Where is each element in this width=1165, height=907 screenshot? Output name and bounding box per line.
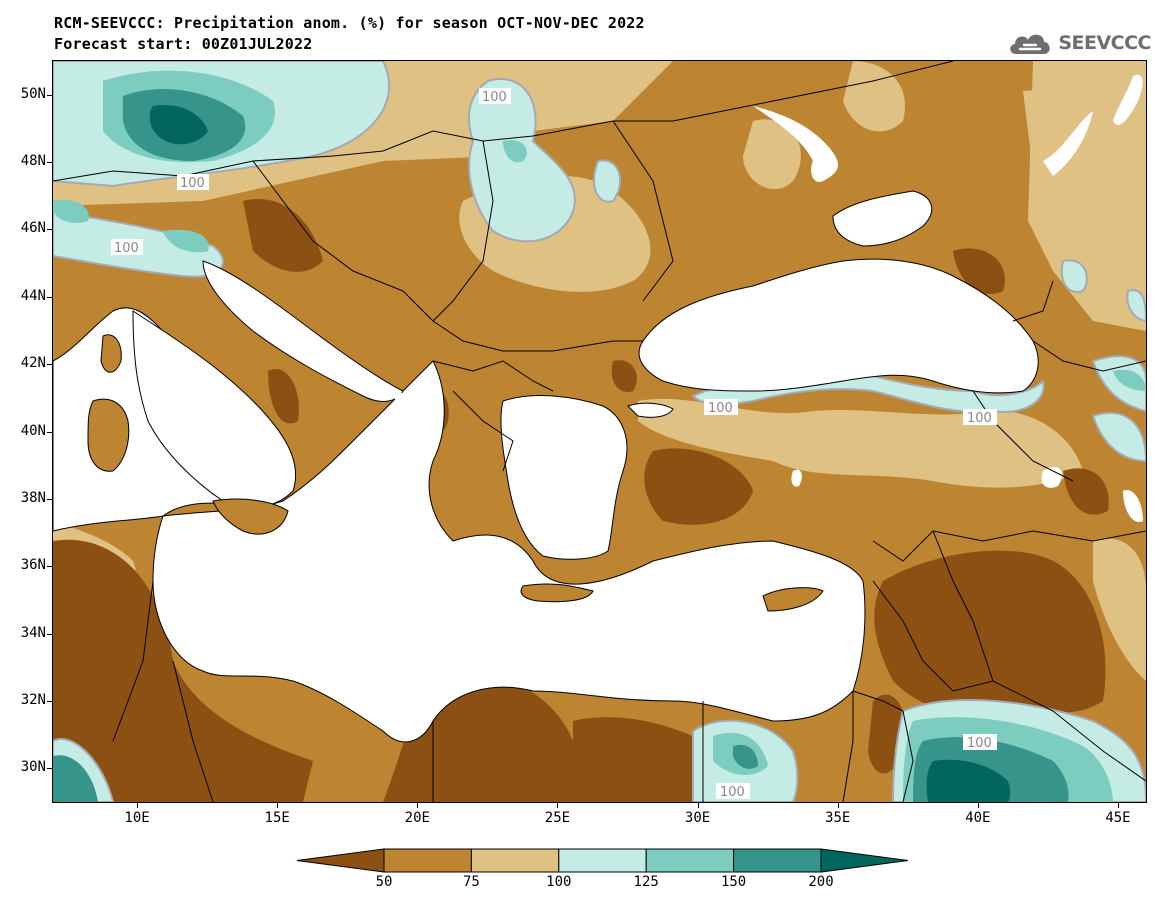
longitude-tick-label: 10E xyxy=(124,810,150,826)
latitude-tick-mark xyxy=(47,162,53,164)
latitude-tick-mark xyxy=(47,94,53,96)
aegean-sea xyxy=(500,395,628,560)
longitude-tick-label: 25E xyxy=(544,810,571,826)
adriatic-sea xyxy=(202,260,404,402)
colorbar-level-label: 125 xyxy=(633,874,659,890)
forecast-start-subtitle: Forecast start: 00Z01JUL2022 xyxy=(54,35,313,53)
contour-labels: 100 100 100 100 100 100 100 xyxy=(111,88,997,800)
contour-label: 100 xyxy=(180,176,205,191)
colorbar-segment xyxy=(383,848,472,873)
colorbar-level-label: 100 xyxy=(546,874,572,890)
latitude-tick-label: 36N xyxy=(20,557,46,574)
precipitation-anomaly-map: 100 100 100 100 100 100 100 xyxy=(53,61,1146,802)
longitude-tick-mark xyxy=(417,802,419,808)
colorbar-level-label: 150 xyxy=(720,874,747,890)
longitude-tick-label: 35E xyxy=(825,810,851,826)
colorbar-level-label: 75 xyxy=(462,874,480,890)
contour-label: 100 xyxy=(967,411,992,426)
country-borders xyxy=(53,61,1146,802)
latitude-tick-mark xyxy=(47,566,53,568)
cloud-icon xyxy=(1010,34,1050,54)
latitude-tick-label: 34N xyxy=(20,624,46,641)
latitude-tick-label: 42N xyxy=(20,355,46,372)
longitude-tick-mark xyxy=(697,802,699,808)
contour-label: 100 xyxy=(482,90,507,105)
latitude-tick-mark xyxy=(47,700,53,702)
latitude-tick-mark xyxy=(47,498,53,500)
latitude-tick-mark xyxy=(47,633,53,635)
sea-areas xyxy=(53,190,1039,743)
colorbar-segment xyxy=(296,848,385,873)
colorbar-segment xyxy=(470,848,560,873)
missing-data-gaps xyxy=(753,74,1143,522)
latitude-tick-mark xyxy=(47,768,53,770)
colorbar-segment xyxy=(645,848,735,873)
latitude-tick-label: 40N xyxy=(20,422,46,439)
colorbar-segment xyxy=(733,848,822,873)
longitude-tick-label: 15E xyxy=(264,810,290,826)
colorbar-segment xyxy=(820,848,909,873)
latitude-tick-label: 44N xyxy=(20,287,46,304)
latitude-tick-label: 38N xyxy=(20,489,46,506)
latitude-tick-mark xyxy=(47,431,53,433)
corsica-island xyxy=(100,334,122,373)
longitude-tick-mark xyxy=(557,802,559,808)
sea-of-marmara xyxy=(627,402,674,418)
seevccc-logo: SEEVCCC xyxy=(1006,28,1151,58)
latitude-tick-label: 48N xyxy=(20,153,46,170)
chart-title: RCM-SEEVCCC: Precipitation anom. (%) for… xyxy=(54,14,645,32)
longitude-tick-mark xyxy=(1117,802,1119,808)
contour-label: 100 xyxy=(708,401,733,416)
sicily-island xyxy=(212,498,289,535)
longitude-tick-mark xyxy=(277,802,279,808)
latitude-tick-label: 30N xyxy=(20,759,46,776)
black-sea xyxy=(638,258,1039,394)
contour-label: 100 xyxy=(114,241,139,256)
anomaly-gt200-zones xyxy=(149,105,1011,802)
sea-of-azov xyxy=(832,190,933,247)
anomaly-lt50-zones xyxy=(53,199,1109,802)
colorbar-level-label: 200 xyxy=(808,874,834,890)
longitude-tick-label: 30E xyxy=(684,810,711,826)
longitude-tick-label: 20E xyxy=(404,810,430,826)
latitude-tick-label: 32N xyxy=(20,691,46,708)
latitude-tick-label: 46N xyxy=(20,220,46,237)
colorbar-level-label: 50 xyxy=(375,874,393,890)
latitude-tick-mark xyxy=(47,229,53,231)
longitude-tick-label: 45E xyxy=(1105,810,1131,826)
latitude-tick-label: 50N xyxy=(20,85,46,102)
longitude-tick-mark xyxy=(977,802,979,808)
crete-island xyxy=(520,583,594,603)
longitude-tick-label: 40E xyxy=(965,810,991,826)
logo-text: SEEVCCC xyxy=(1058,32,1151,54)
cyprus-island xyxy=(762,587,824,612)
contour-label: 100 xyxy=(720,785,745,800)
longitude-tick-mark xyxy=(137,802,139,808)
latitude-tick-mark xyxy=(47,364,53,366)
latitude-tick-mark xyxy=(47,296,53,298)
islands xyxy=(87,334,824,612)
map-frame: 100 100 100 100 100 100 100 xyxy=(53,61,1146,802)
contour-label: 100 xyxy=(967,736,992,751)
colorbar-segment xyxy=(558,848,647,873)
sardinia-island xyxy=(87,398,130,472)
longitude-tick-mark xyxy=(837,802,839,808)
